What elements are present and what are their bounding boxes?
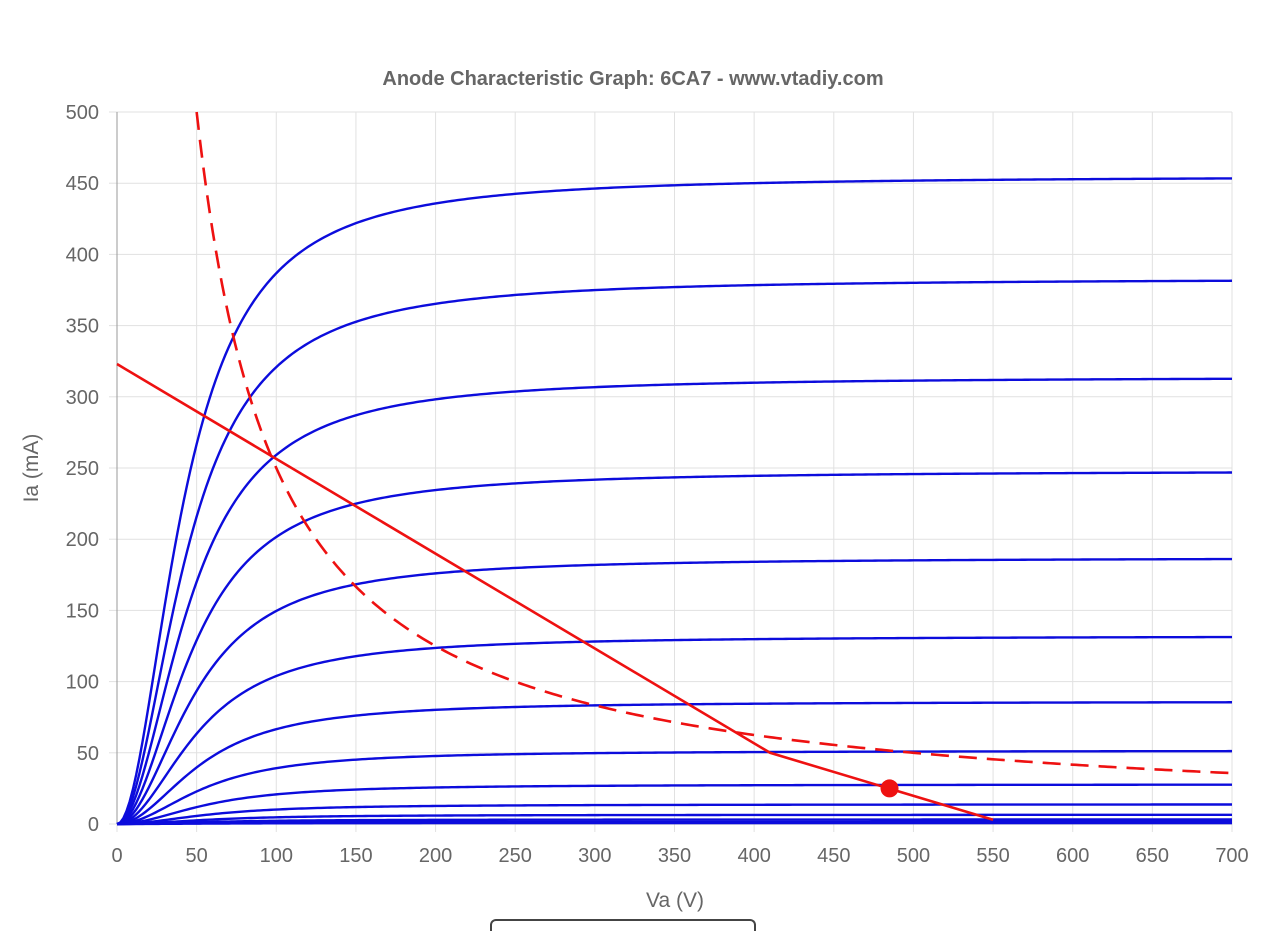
chart-title: Anode Characteristic Graph: 6CA7 - www.v… bbox=[382, 68, 883, 90]
anode-curve-2 bbox=[116, 279, 1233, 826]
x-tick-label: 500 bbox=[897, 845, 930, 867]
x-tick-label: 150 bbox=[339, 845, 372, 867]
series-layer bbox=[116, 177, 1233, 826]
x-tick-label: 350 bbox=[658, 845, 691, 867]
x-tick-label: 50 bbox=[186, 845, 208, 867]
y-tick-label: 450 bbox=[66, 173, 99, 195]
y-tick-label: 500 bbox=[66, 102, 99, 124]
tick-labels: 0 50 100 150 200 250 300 350 400 450 500 550 600 650 7… bbox=[66, 102, 1249, 867]
anode-curve-6 bbox=[116, 635, 1233, 826]
y-axis-label: Ia (mA) bbox=[20, 434, 43, 503]
x-tick-label: 600 bbox=[1056, 845, 1089, 867]
x-tick-label: 450 bbox=[817, 845, 850, 867]
x-tick-label: 650 bbox=[1136, 845, 1169, 867]
y-tick-label: 400 bbox=[66, 244, 99, 266]
x-tick-label: 250 bbox=[499, 845, 532, 867]
anode-curve-10 bbox=[116, 803, 1232, 826]
anode-curve-12 bbox=[117, 818, 1232, 826]
y-tick-label: 50 bbox=[77, 743, 99, 765]
anode-curve-7 bbox=[116, 701, 1232, 826]
anode-curve-1 bbox=[116, 177, 1233, 826]
anode-curve-4 bbox=[116, 471, 1233, 826]
x-tick-label: 200 bbox=[419, 845, 452, 867]
anode-curve-3 bbox=[116, 377, 1233, 826]
y-tick-label: 350 bbox=[66, 316, 99, 338]
y-tick-label: 250 bbox=[66, 458, 99, 480]
anode-curve-14 bbox=[117, 821, 1232, 826]
load-line bbox=[116, 362, 994, 821]
y-tick-label: 300 bbox=[66, 387, 99, 409]
overlay-layer bbox=[116, 111, 1233, 821]
y-tick-label: 200 bbox=[66, 529, 99, 551]
bottom-tab[interactable] bbox=[490, 919, 756, 931]
max-dissipation-curve bbox=[195, 111, 1233, 775]
operating-point bbox=[880, 779, 899, 798]
x-tick-label: 400 bbox=[737, 845, 770, 867]
y-tick-label: 100 bbox=[66, 672, 99, 694]
anode-curve-8 bbox=[116, 749, 1232, 826]
x-axis-label: Va (V) bbox=[646, 889, 704, 912]
y-tick-label: 0 bbox=[88, 814, 99, 836]
x-tick-label: 550 bbox=[976, 845, 1009, 867]
anode-curve-5 bbox=[116, 557, 1233, 826]
y-tick-label: 150 bbox=[66, 600, 99, 622]
anode-curve-9 bbox=[116, 783, 1232, 826]
x-tick-label: 100 bbox=[260, 845, 293, 867]
x-tick-label: 700 bbox=[1215, 845, 1248, 867]
x-tick-label: 300 bbox=[578, 845, 611, 867]
anode-curve-11 bbox=[116, 813, 1232, 826]
x-tick-label: 0 bbox=[111, 845, 122, 867]
